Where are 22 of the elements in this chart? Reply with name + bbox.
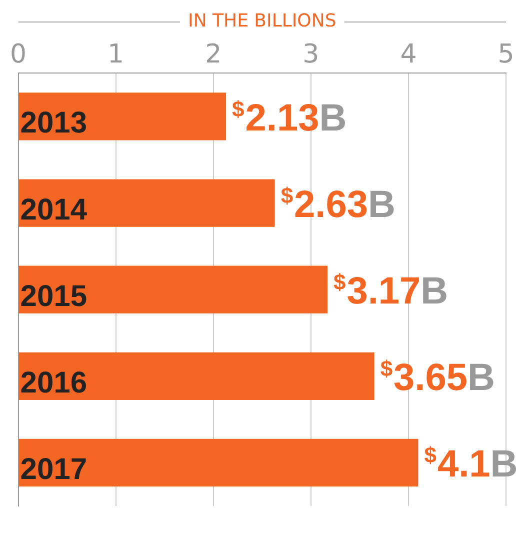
data-label: $4.1B (424, 442, 518, 486)
y-tick-label: 2015 (20, 280, 88, 313)
bar (18, 352, 374, 400)
bar (18, 438, 418, 487)
x-tick-label: 4 (400, 39, 417, 70)
bar (18, 179, 275, 227)
x-tick-label: 5 (498, 39, 514, 70)
data-label: $3.65B (380, 356, 495, 400)
x-tick-label: 3 (302, 39, 320, 70)
data-label: $2.13B (232, 96, 347, 140)
x-tick-label: 2 (205, 39, 222, 70)
chart-title: IN THE BILLIONS (188, 10, 336, 32)
x-tick-label: 1 (108, 39, 124, 70)
y-tick-label: 2014 (20, 193, 88, 226)
x-tick-label: 0 (10, 39, 27, 70)
data-label: $2.63B (280, 183, 396, 226)
data-label: $3.17B (333, 270, 448, 313)
y-tick-label: 2016 (20, 366, 88, 400)
bar (18, 266, 328, 314)
bar (18, 92, 226, 140)
y-tick-label: 2013 (20, 106, 88, 140)
y-tick-label: 2017 (20, 452, 88, 486)
